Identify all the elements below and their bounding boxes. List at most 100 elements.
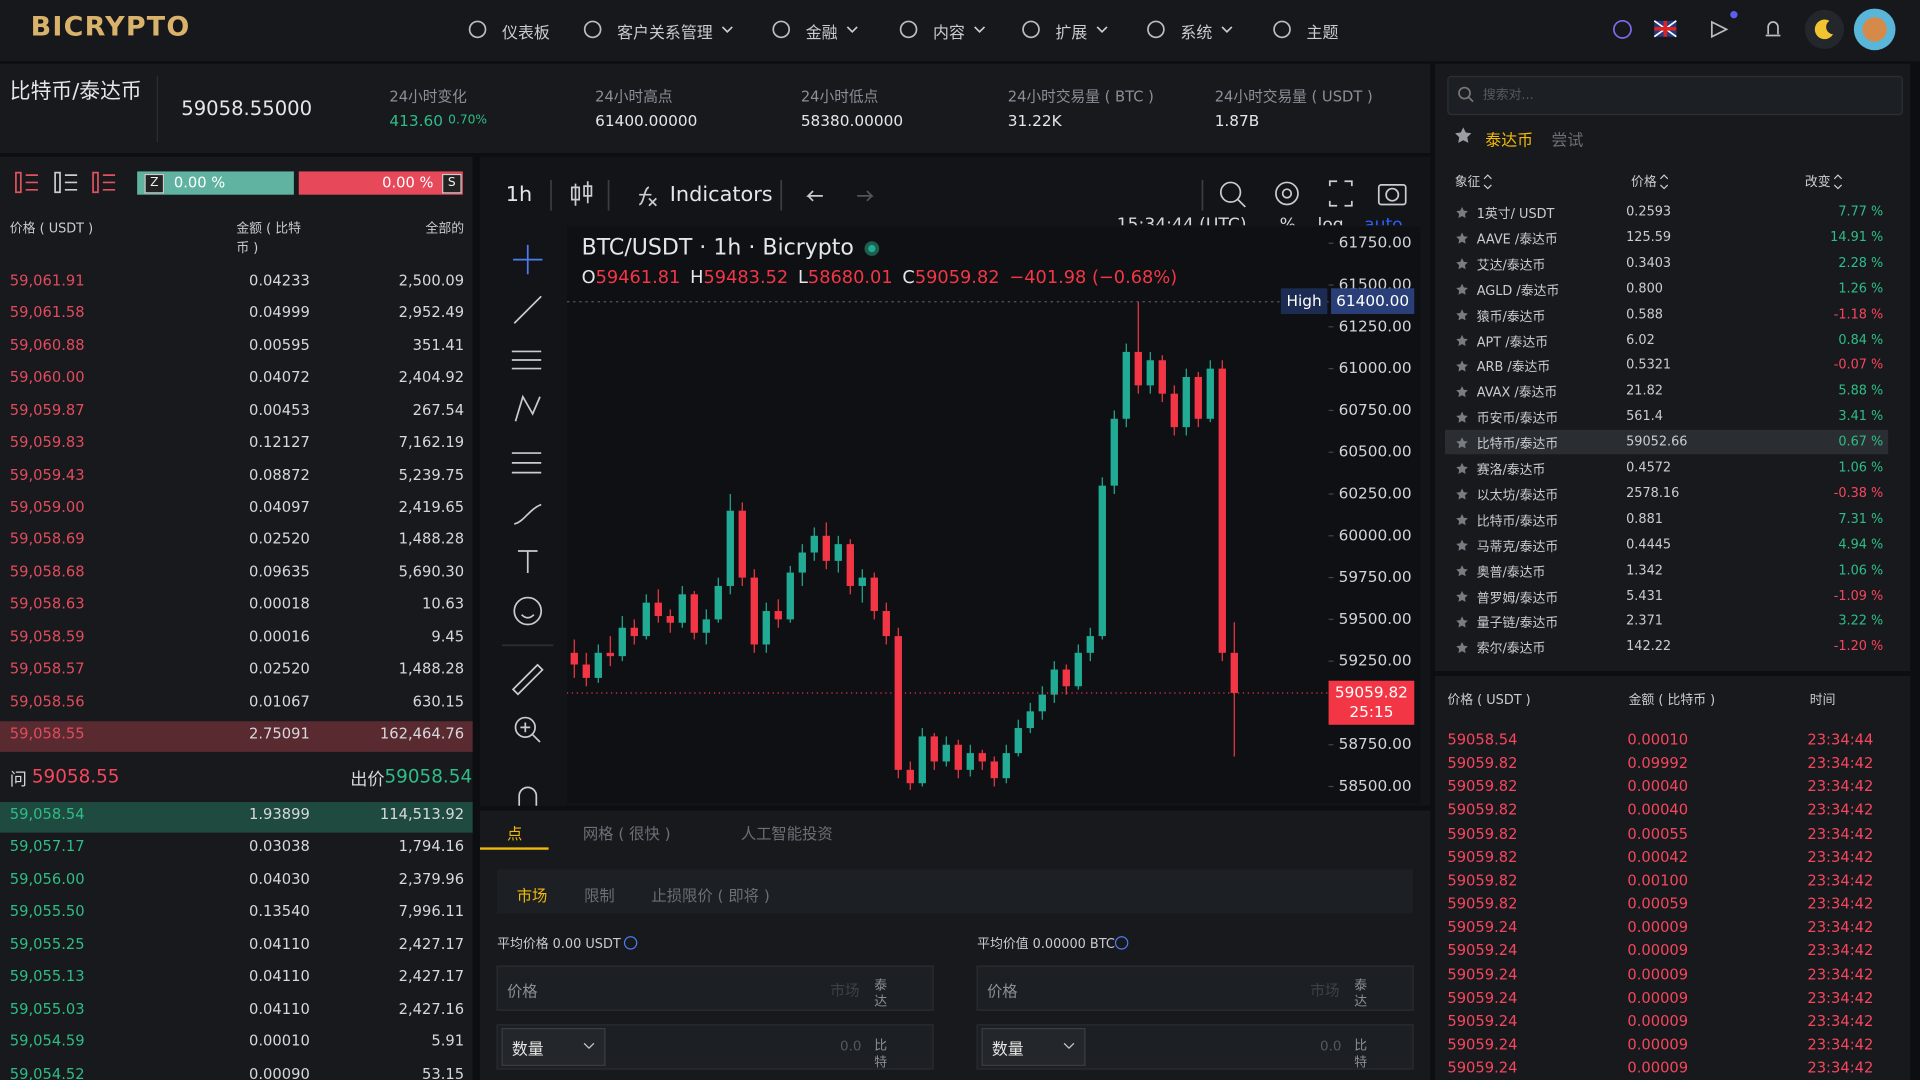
nav-item[interactable]: 内容 [933,24,965,43]
market-symbol[interactable]: 索尔/泰达币 [1476,641,1546,654]
candle-body [606,652,614,657]
order-type[interactable]: 限制 [584,886,615,905]
stat-label: 24小时交易量 ( BTC ) [1007,88,1154,106]
market-symbol[interactable]: 币安币/泰达币 [1476,411,1559,427]
ob-amount: 2.75091 [249,724,310,743]
candle-body [1170,393,1178,428]
trade-price: 59059.82 [1447,848,1518,866]
qty-select[interactable]: 数量 [511,1040,544,1060]
nav-item[interactable]: 主题 [1306,24,1339,43]
market-symbol[interactable]: 比特币/泰达币 [1476,514,1559,529]
market-tab[interactable]: 泰达币 [1485,132,1534,151]
candle-body [834,544,842,561]
y-tick-label: 60250.00 [1339,485,1412,503]
trade-header: 时间 [1809,693,1836,708]
trade-price: 59059.24 [1447,988,1518,1007]
market-symbol[interactable]: 以太坊/泰达币 [1476,488,1559,504]
trade-time: 23:34:42 [1807,918,1874,936]
y-tick-label: 58750.00 [1339,735,1412,753]
market-change: 0.84 % [1838,332,1884,348]
trade-amount: 0.09992 [1627,754,1689,772]
candle-body [978,753,986,762]
ob-total: 114,513.92 [379,805,465,823]
candle-body [786,572,794,620]
market-symbol[interactable]: APT /泰达币 [1476,334,1549,350]
ob-total: 2,404.92 [398,368,465,387]
countdown: 25:15 [1349,703,1393,721]
search-placeholder[interactable]: 搜索对... [1482,88,1534,103]
ohlc-value: 59483.52 [703,268,789,288]
order-type[interactable]: 止损限价 ( 即将 ) [651,886,770,905]
form-tab[interactable]: 网格 ( 很快 ) [582,824,671,843]
candle-body [738,510,746,578]
market-symbol[interactable]: 赛洛/泰达币 [1476,462,1546,478]
candle-body [1086,636,1094,653]
ticker-bar [0,63,1431,154]
sort-header[interactable]: 改变 [1804,175,1831,190]
nav-item[interactable]: 扩展 [1055,24,1088,43]
candle-body [1026,711,1034,729]
ob-total: 2,427.17 [398,935,465,953]
trade-price: 59059.82 [1447,824,1518,842]
nav-item[interactable]: 系统 [1180,24,1213,43]
ob-amount: 0.09635 [249,563,310,581]
ob-amount: 0.04097 [249,498,310,516]
sort-header[interactable]: 象征 [1454,175,1481,190]
interval[interactable]: 1h [505,182,533,207]
nav-icon [1273,20,1291,39]
market-symbol[interactable]: 普罗姆/泰达币 [1476,590,1559,606]
market-symbol[interactable]: AAVE /泰达币 [1476,232,1558,248]
market-price: 0.3403 [1626,255,1672,271]
price-input-label[interactable]: 价格 [986,982,1018,1001]
ohlc-key: O [581,268,596,288]
trade-time: 23:34:42 [1807,754,1874,772]
candle-body [762,611,770,645]
market-symbol[interactable]: AGLD /泰达币 [1476,283,1560,299]
form-tab[interactable]: 点 [506,824,523,843]
pct-toggle[interactable]: % [1279,215,1296,226]
trade-time: 23:34:42 [1807,824,1874,842]
market-price: 0.588 [1626,306,1663,322]
nav-item[interactable]: 仪表板 [502,24,550,43]
market-symbol[interactable]: 马蒂克/泰达币 [1476,539,1559,555]
form-tab[interactable]: 人工智能投资 [740,824,833,843]
qty-select[interactable]: 数量 [991,1040,1024,1060]
candle-body [966,753,974,770]
indicators[interactable]: Indicators [669,182,773,207]
auto-toggle[interactable]: auto [1364,215,1403,226]
market-symbol[interactable]: AVAX /泰达币 [1476,386,1558,401]
market-symbol[interactable]: 奥普/泰达币 [1476,565,1546,580]
ob-price: 59,058.63 [9,595,85,613]
ob-amount: 0.02520 [249,660,310,678]
log-toggle[interactable]: log [1317,215,1344,226]
avg-buy: 平均价格 0.00 USDT [497,936,621,952]
nav-item[interactable]: 客户关系管理 [617,24,713,43]
ob-price: 59,058.68 [9,563,85,581]
price-input-label[interactable]: 价格 [506,982,538,1001]
market-symbol[interactable]: 猿币/泰达币 [1476,309,1546,324]
sort-header[interactable]: 价格 [1631,175,1657,190]
candle-body [582,664,590,678]
candle-chart[interactable]: 61750.0061500.0061250.0061000.0060750.00… [566,226,1421,804]
nav-item[interactable]: 金融 [805,24,838,43]
market-symbol[interactable]: 1英寸/ USDT [1476,206,1555,222]
market-symbol[interactable]: ARB /泰达币 [1476,360,1551,376]
high-tag [1280,288,1328,315]
market-symbol[interactable]: 艾达/泰达币 [1476,258,1546,273]
divider [156,75,158,143]
ohlc-key: L [798,268,808,288]
trade-price: 59059.82 [1447,754,1518,772]
ob-price: 59,055.03 [9,1000,85,1018]
market-symbol[interactable]: 比特币/泰达币 [1476,437,1559,452]
clock: 15:34:44 (UTC) [1116,215,1247,226]
ob-total: 2,419.65 [398,498,465,516]
trade-price: 59059.24 [1447,918,1518,936]
trade-amount: 0.00009 [1627,1059,1689,1077]
order-type[interactable]: 市场 [516,886,548,905]
market-symbol[interactable]: 量子链/泰达币 [1476,616,1559,632]
stat-value: 31.22K [1007,111,1062,130]
search-box[interactable] [1447,75,1903,116]
market-tab[interactable]: 尝试 [1551,132,1584,151]
bid-price: 59058.54 [384,765,473,788]
ob-total: 1,488.28 [398,530,465,548]
